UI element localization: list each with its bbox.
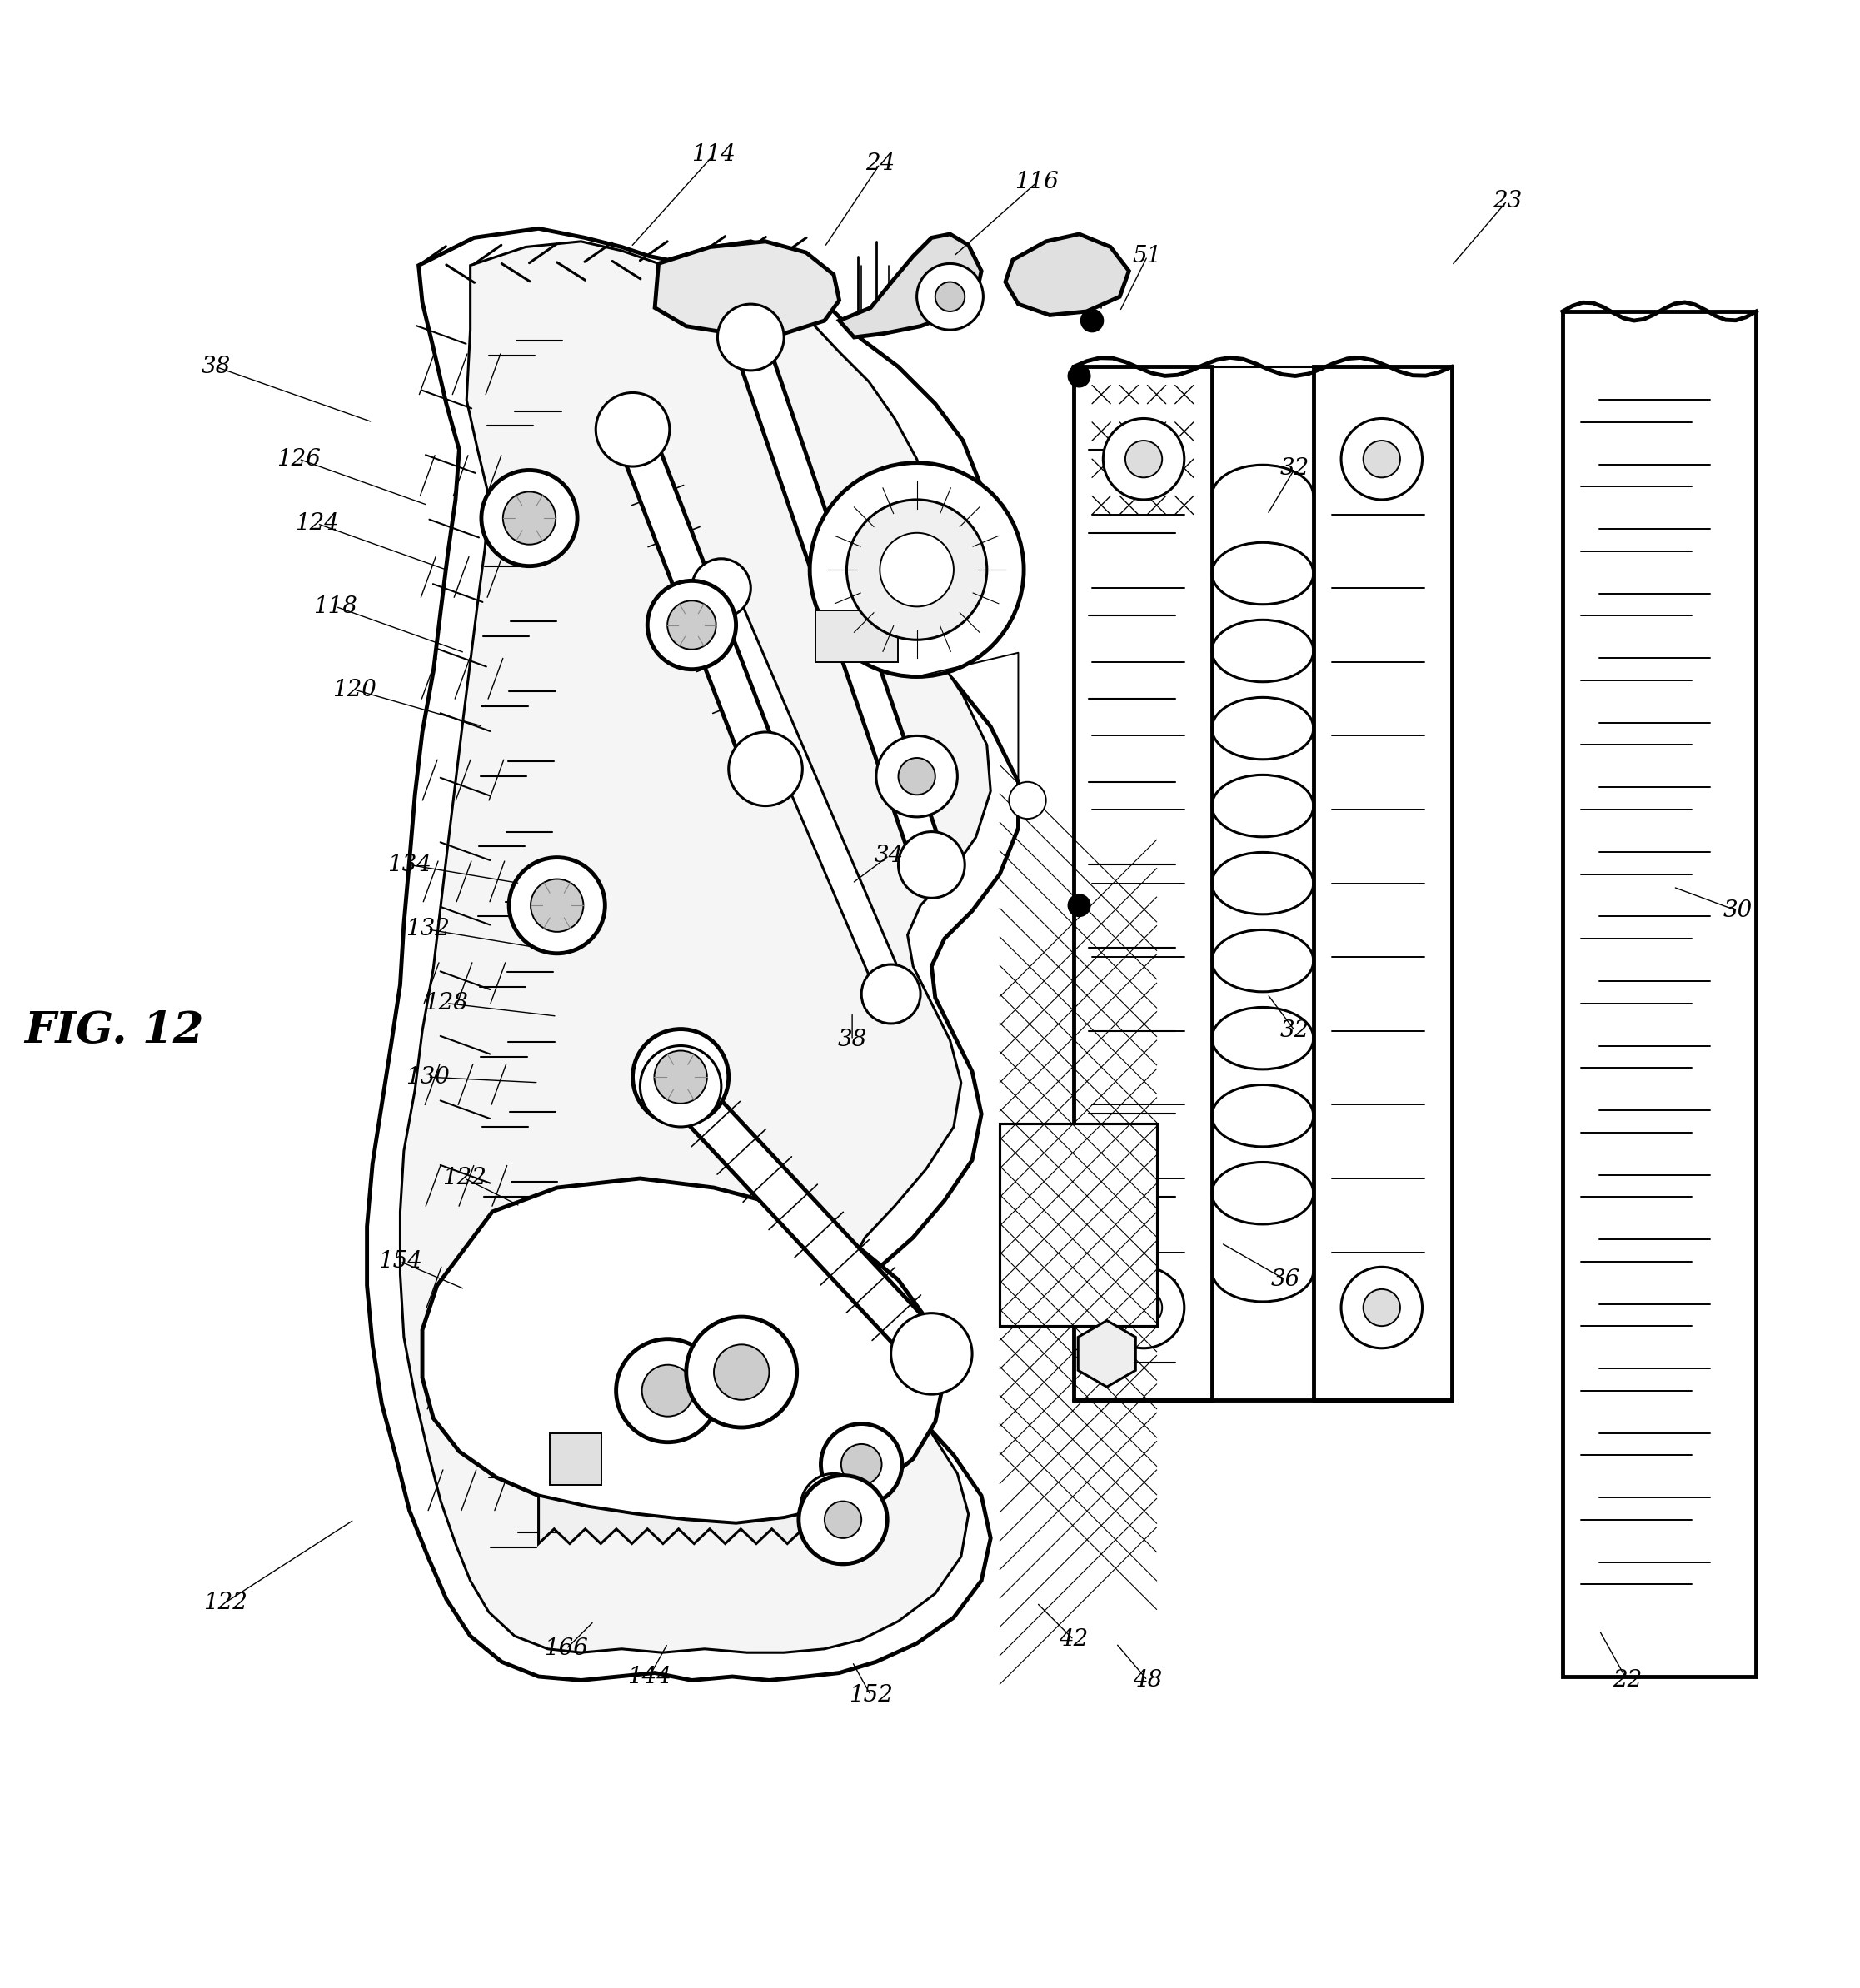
Circle shape (686, 1316, 796, 1427)
Circle shape (1363, 1288, 1401, 1326)
Polygon shape (839, 235, 982, 338)
Text: 30: 30 (1722, 901, 1752, 922)
Circle shape (1103, 417, 1185, 499)
Polygon shape (731, 328, 947, 875)
Circle shape (824, 1501, 861, 1539)
Circle shape (1081, 310, 1103, 332)
Text: 32: 32 (1280, 1020, 1309, 1042)
Polygon shape (662, 1070, 950, 1374)
Polygon shape (366, 229, 1017, 1680)
Circle shape (1008, 781, 1045, 819)
Circle shape (809, 463, 1023, 676)
Circle shape (936, 282, 965, 312)
Text: 126: 126 (277, 447, 320, 471)
Text: 42: 42 (1058, 1628, 1088, 1650)
Circle shape (898, 757, 936, 795)
Circle shape (1125, 441, 1162, 477)
Text: 124: 124 (296, 513, 339, 535)
Polygon shape (539, 1489, 865, 1545)
Circle shape (898, 831, 965, 899)
Text: 36: 36 (1270, 1268, 1300, 1290)
Text: 154: 154 (378, 1250, 422, 1272)
Bar (815, 610, 898, 662)
Circle shape (800, 1473, 867, 1541)
Circle shape (655, 1050, 707, 1103)
Text: 144: 144 (627, 1666, 671, 1688)
Polygon shape (1001, 1123, 1157, 1326)
Text: 122: 122 (203, 1592, 247, 1614)
Polygon shape (703, 579, 908, 1004)
Text: 34: 34 (874, 845, 904, 867)
Circle shape (861, 964, 921, 1024)
Text: 152: 152 (848, 1684, 893, 1706)
Text: 134: 134 (387, 853, 432, 877)
Circle shape (482, 469, 577, 567)
Circle shape (820, 1423, 902, 1505)
Text: 166: 166 (545, 1638, 588, 1660)
Text: 130: 130 (405, 1066, 450, 1087)
Circle shape (841, 1443, 882, 1485)
Circle shape (647, 580, 737, 670)
Text: 118: 118 (314, 594, 357, 618)
Circle shape (876, 736, 958, 817)
Circle shape (502, 491, 556, 545)
Circle shape (1068, 366, 1090, 388)
Polygon shape (1073, 368, 1213, 1400)
Text: FIG. 12: FIG. 12 (24, 1010, 205, 1052)
Circle shape (729, 732, 802, 805)
Polygon shape (1006, 235, 1129, 316)
Text: 22: 22 (1613, 1670, 1642, 1692)
Circle shape (632, 1030, 729, 1125)
Circle shape (798, 1475, 887, 1565)
Text: 128: 128 (424, 992, 469, 1014)
Text: 24: 24 (865, 153, 895, 175)
Text: 132: 132 (405, 918, 450, 940)
Circle shape (1363, 441, 1401, 477)
Polygon shape (400, 241, 991, 1652)
Text: 38: 38 (201, 356, 231, 378)
Circle shape (1125, 1288, 1162, 1326)
Circle shape (595, 394, 670, 467)
Circle shape (642, 1366, 694, 1415)
Circle shape (1068, 895, 1090, 916)
Circle shape (1103, 1266, 1185, 1348)
Text: 32: 32 (1280, 457, 1309, 479)
Circle shape (846, 499, 988, 640)
Text: 114: 114 (692, 143, 737, 165)
Text: 38: 38 (837, 1030, 867, 1052)
Circle shape (891, 1314, 973, 1394)
Circle shape (616, 1340, 720, 1441)
Circle shape (714, 1344, 770, 1400)
Circle shape (510, 857, 605, 954)
Polygon shape (422, 1179, 945, 1523)
Text: 48: 48 (1133, 1670, 1162, 1692)
Text: 51: 51 (1133, 245, 1162, 266)
Polygon shape (1079, 1320, 1136, 1388)
Circle shape (1341, 1266, 1423, 1348)
Text: 116: 116 (1016, 171, 1058, 193)
Polygon shape (614, 419, 783, 779)
Circle shape (880, 533, 954, 606)
Circle shape (1341, 417, 1423, 499)
Circle shape (718, 304, 783, 370)
Polygon shape (1562, 312, 1756, 1676)
Text: 23: 23 (1492, 189, 1521, 213)
Circle shape (692, 559, 751, 618)
Circle shape (917, 264, 984, 330)
Bar (551, 1433, 601, 1485)
Circle shape (640, 1046, 722, 1127)
Circle shape (530, 879, 584, 932)
Polygon shape (1313, 368, 1453, 1400)
Polygon shape (655, 241, 839, 334)
Text: 120: 120 (333, 678, 376, 702)
Text: 122: 122 (443, 1167, 487, 1189)
Circle shape (668, 600, 716, 650)
